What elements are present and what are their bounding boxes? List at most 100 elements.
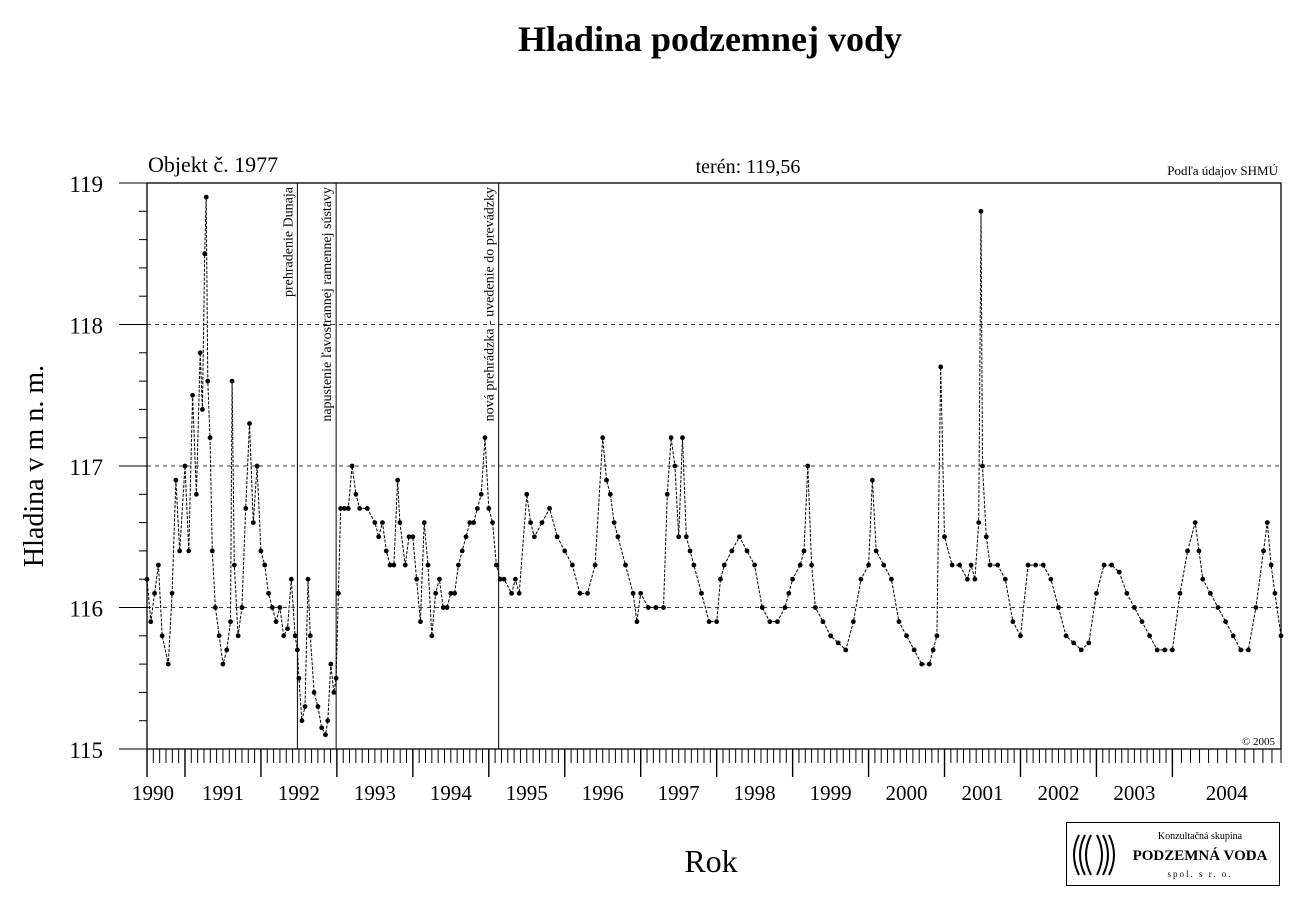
data-point	[1268, 562, 1274, 568]
data-point	[911, 647, 917, 653]
data-point	[896, 619, 902, 625]
data-point	[1071, 640, 1077, 646]
data-point	[600, 435, 606, 441]
data-point	[968, 562, 974, 568]
data-point	[547, 506, 552, 511]
y-tick-label: 116	[69, 597, 103, 622]
data-point	[1139, 619, 1145, 625]
data-point	[782, 605, 788, 610]
chart-title: Hladina podzemnej vody	[517, 19, 903, 59]
data-point	[288, 576, 294, 582]
data-point	[1025, 562, 1031, 568]
data-point	[672, 463, 678, 469]
data-point	[243, 506, 249, 511]
data-point	[524, 491, 530, 497]
data-point	[353, 491, 359, 497]
data-point	[630, 590, 636, 596]
data-point	[569, 562, 575, 568]
data-point	[305, 576, 311, 582]
data-point	[775, 619, 780, 625]
data-point	[995, 562, 1001, 568]
event-markers: prehradenie Dunaja napustenie ľavostranne…	[281, 183, 500, 749]
data-point	[1040, 562, 1046, 568]
data-point	[1261, 548, 1266, 554]
data-point	[676, 534, 682, 540]
event-label: nová prehrádzka - uvedenie do prevádzky	[483, 187, 498, 421]
data-point	[152, 590, 157, 596]
data-point	[512, 576, 518, 582]
data-point	[718, 576, 723, 582]
data-point	[486, 506, 492, 511]
data-point	[376, 534, 382, 540]
data-point	[858, 576, 864, 582]
data-point	[325, 718, 331, 724]
data-point	[190, 392, 195, 398]
data-point	[653, 605, 659, 610]
data-point	[165, 661, 171, 667]
data-point	[212, 605, 218, 610]
data-point	[311, 690, 317, 695]
data-point	[1094, 590, 1099, 596]
data-point	[645, 605, 651, 610]
data-point	[980, 463, 985, 469]
data-point	[1200, 576, 1206, 582]
data-point	[1253, 605, 1259, 610]
data-point	[926, 661, 932, 667]
data-point	[1154, 647, 1160, 653]
data-point	[224, 647, 230, 653]
data-point	[687, 548, 693, 554]
data-point	[623, 562, 628, 568]
data-point	[964, 576, 970, 582]
data-point	[177, 548, 183, 554]
data-point	[448, 590, 454, 596]
data-point	[634, 619, 640, 625]
x-tick-label: 1999	[810, 781, 852, 805]
data-point	[205, 378, 211, 384]
x-tick-label: 1992	[278, 781, 320, 805]
data-point	[193, 491, 199, 497]
data-point	[767, 619, 773, 625]
company-logo: Konzultačná skupina PODZEMNÁ VODA spol. …	[1066, 822, 1280, 886]
data-point	[425, 562, 431, 568]
data-point	[155, 562, 161, 568]
data-point	[611, 520, 617, 525]
data-point	[729, 548, 735, 554]
data-point	[258, 548, 264, 554]
data-point	[1264, 520, 1270, 525]
x-tick-label: 1996	[582, 781, 624, 805]
data-point	[942, 534, 947, 540]
data-point	[266, 590, 271, 596]
data-point	[615, 534, 621, 540]
data-point	[577, 590, 583, 596]
data-point	[452, 590, 458, 596]
y-tick-label: 119	[69, 172, 103, 197]
data-point	[421, 520, 427, 525]
data-point	[934, 633, 940, 639]
data-point	[302, 704, 308, 709]
gridlines	[147, 324, 1281, 608]
data-point	[706, 619, 712, 625]
data-point	[148, 619, 154, 625]
x-tick-label: 1990	[132, 781, 174, 805]
data-point	[592, 562, 598, 568]
data-point	[1101, 562, 1107, 568]
data-point	[228, 619, 233, 625]
x-tick-label: 2001	[961, 781, 1003, 805]
data-point	[1086, 640, 1092, 646]
data-point	[273, 619, 279, 625]
data-point	[721, 562, 727, 568]
data-point	[866, 562, 871, 568]
data-point	[812, 605, 818, 610]
data-point	[888, 576, 894, 582]
x-tick-label: 1994	[430, 781, 473, 805]
data-point	[197, 350, 203, 356]
y-tick-label: 117	[69, 455, 103, 480]
data-point	[501, 576, 507, 582]
data-point	[220, 661, 226, 667]
data-point	[349, 463, 355, 469]
data-point	[585, 590, 590, 596]
data-point	[809, 562, 815, 568]
x-tick-label: 2000	[886, 781, 928, 805]
data-point	[186, 548, 192, 554]
data-point	[203, 194, 209, 200]
